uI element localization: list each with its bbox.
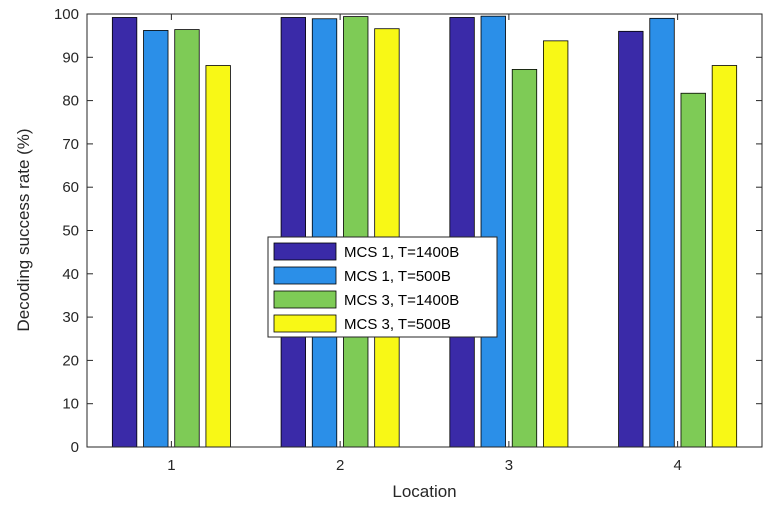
legend-swatch	[273, 314, 337, 333]
bar-3-location-2	[343, 16, 369, 448]
legend-swatch	[273, 266, 337, 285]
y-axis-title: Decoding success rate (%)	[14, 128, 33, 331]
y-tick-label: 50	[62, 223, 79, 240]
legend: MCS 1, T=1400B MCS 1, T=500B MCS 3, T=1400…	[267, 236, 498, 338]
y-tick-label: 30	[62, 309, 79, 326]
bar-2-location-2	[311, 18, 338, 448]
bars-group	[111, 15, 738, 448]
legend-label: MCS 1, T=500B	[344, 268, 451, 285]
bar-1-location-2	[280, 17, 306, 448]
legend-swatch	[273, 242, 337, 261]
y-tick-label: 70	[62, 136, 79, 153]
bar-4-location-3	[543, 40, 569, 448]
plot-frame	[86, 13, 763, 448]
bar-1-location-3	[449, 17, 475, 448]
y-tick-label: 100	[54, 6, 79, 23]
x-tick-label: 4	[673, 457, 681, 474]
bar-3-location-3	[511, 69, 538, 448]
bar-4-location-1	[205, 65, 231, 448]
bar-3-location-1	[174, 29, 200, 448]
x-axis-ticks: 1 2 3 4	[167, 14, 682, 474]
x-tick-label: 3	[505, 457, 513, 474]
bar-4-location-4	[711, 65, 738, 448]
x-axis-title: Location	[392, 482, 456, 501]
y-tick-label: 10	[62, 396, 79, 413]
y-tick-label: 20	[62, 352, 79, 369]
bar-2-location-3	[480, 15, 506, 448]
bar-2-location-1	[143, 30, 169, 448]
x-tick-label: 2	[336, 457, 344, 474]
x-tick-label: 1	[167, 457, 175, 474]
bar-2-location-4	[649, 17, 675, 448]
bar-1-location-1	[111, 17, 138, 448]
legend-label: MCS 1, T=1400B	[344, 244, 459, 261]
legend-swatch	[273, 290, 337, 309]
y-tick-label: 80	[62, 93, 79, 110]
bar-3-location-4	[680, 92, 706, 448]
legend-label: MCS 3, T=1400B	[344, 292, 459, 309]
y-tick-label: 60	[62, 179, 79, 196]
y-tick-label: 0	[71, 439, 79, 456]
bar-1-location-4	[618, 30, 644, 448]
legend-label: MCS 3, T=500B	[344, 316, 451, 333]
y-tick-label: 90	[62, 49, 79, 66]
y-tick-label: 40	[62, 266, 79, 283]
y-axis-ticks: 0 10 20 30 40 50 60 70 80 90 100	[54, 6, 762, 456]
